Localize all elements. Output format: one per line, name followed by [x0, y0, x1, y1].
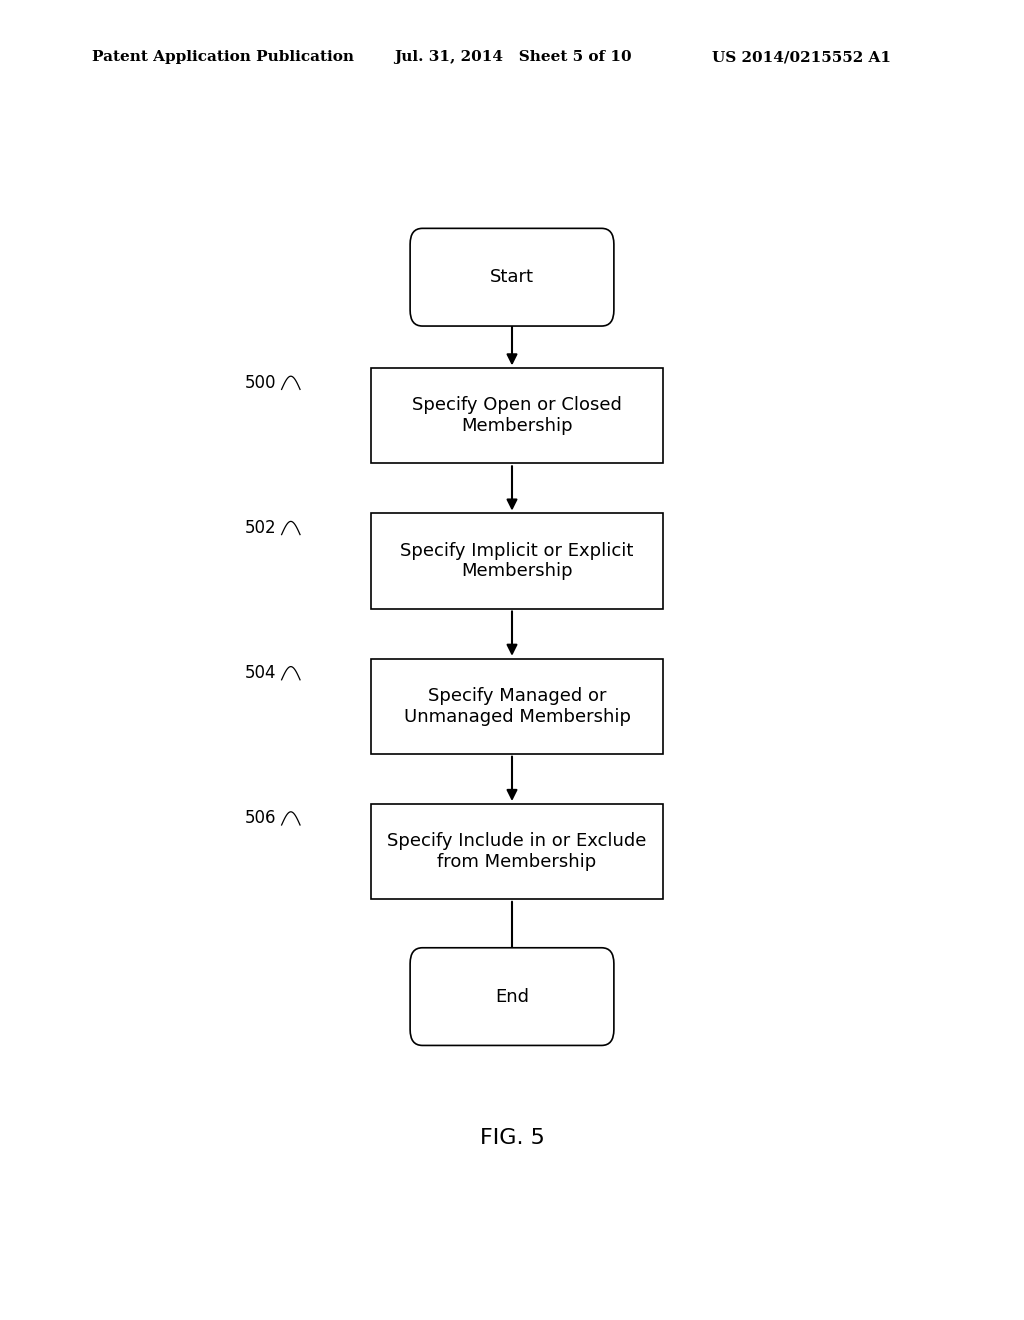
Text: 500: 500 [245, 374, 276, 392]
Text: End: End [495, 987, 529, 1006]
FancyBboxPatch shape [372, 659, 664, 754]
FancyBboxPatch shape [410, 948, 613, 1045]
FancyBboxPatch shape [410, 228, 613, 326]
FancyBboxPatch shape [372, 368, 664, 463]
Text: Jul. 31, 2014   Sheet 5 of 10: Jul. 31, 2014 Sheet 5 of 10 [394, 50, 632, 65]
Text: FIG. 5: FIG. 5 [479, 1127, 545, 1148]
FancyBboxPatch shape [372, 513, 664, 609]
FancyBboxPatch shape [372, 804, 664, 899]
Text: Specify Open or Closed
Membership: Specify Open or Closed Membership [413, 396, 622, 436]
Text: 506: 506 [245, 809, 276, 828]
Text: Specify Implicit or Explicit
Membership: Specify Implicit or Explicit Membership [400, 541, 634, 581]
Text: Specify Managed or
Unmanaged Membership: Specify Managed or Unmanaged Membership [403, 686, 631, 726]
Text: 502: 502 [245, 519, 276, 537]
Text: Specify Include in or Exclude
from Membership: Specify Include in or Exclude from Membe… [387, 832, 647, 871]
Text: Patent Application Publication: Patent Application Publication [92, 50, 354, 65]
Text: US 2014/0215552 A1: US 2014/0215552 A1 [712, 50, 891, 65]
Text: Start: Start [490, 268, 534, 286]
Text: 504: 504 [245, 664, 276, 682]
